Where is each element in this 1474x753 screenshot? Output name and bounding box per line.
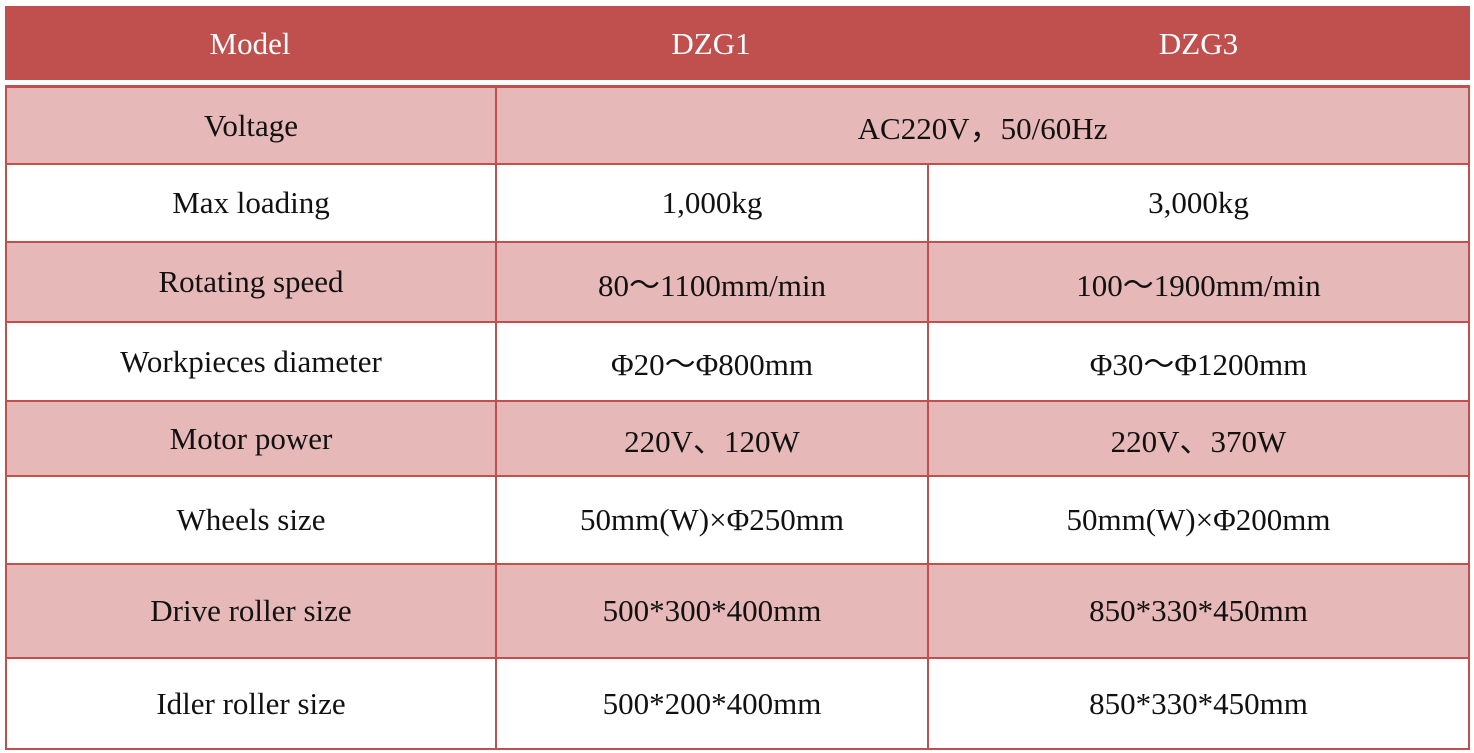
value-cell: 1,000kg bbox=[497, 165, 927, 241]
spec-table: Model DZG1 DZG3 Voltage AC220V，50/60Hz Max lo… bbox=[5, 6, 1470, 750]
value-cell: AC220V，50/60Hz bbox=[497, 88, 1468, 163]
row-label: Motor power bbox=[7, 402, 495, 475]
value-cell: 100～1900mm/min bbox=[929, 243, 1468, 321]
header-cell: DZG1 bbox=[495, 8, 927, 80]
value-cell: 500*200*400mm bbox=[497, 659, 927, 748]
row-label: Idler roller size bbox=[7, 659, 495, 748]
value-cell: 50mm(W)×Φ200mm bbox=[929, 477, 1468, 563]
value-cell: 3,000kg bbox=[929, 165, 1468, 241]
value-cell: 220V、120W bbox=[497, 402, 927, 475]
header-cell: Model bbox=[5, 8, 495, 80]
row-label: Rotating speed bbox=[7, 243, 495, 321]
value-cell: Φ20～Φ800mm bbox=[497, 323, 927, 400]
row-label: Max loading bbox=[7, 165, 495, 241]
header-cell: DZG3 bbox=[927, 8, 1470, 80]
value-cell: 500*300*400mm bbox=[497, 565, 927, 657]
value-cell: 850*330*450mm bbox=[929, 659, 1468, 748]
header-separator bbox=[5, 80, 1470, 85]
value-cell: 220V、370W bbox=[929, 402, 1468, 475]
row-label: Wheels size bbox=[7, 477, 495, 563]
value-cell: Φ30～Φ1200mm bbox=[929, 323, 1468, 400]
row-label: Drive roller size bbox=[7, 565, 495, 657]
row-label: Workpieces diameter bbox=[7, 323, 495, 400]
value-cell: 50mm(W)×Φ250mm bbox=[497, 477, 927, 563]
value-cell: 80～1100mm/min bbox=[497, 243, 927, 321]
value-cell: 850*330*450mm bbox=[929, 565, 1468, 657]
row-label: Voltage bbox=[7, 88, 495, 163]
